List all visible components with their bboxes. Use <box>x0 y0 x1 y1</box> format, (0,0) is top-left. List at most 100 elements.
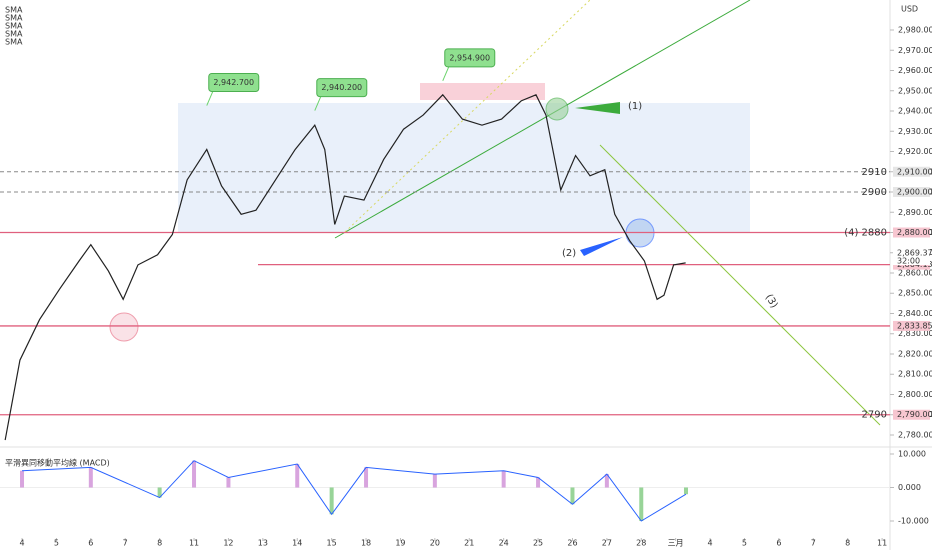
macd-title: 平滑異同移動平均線 (MACD) <box>5 458 110 468</box>
x-tick-label: 11 <box>189 539 199 548</box>
x-tick-label: 27 <box>602 539 612 548</box>
y-tick-label: 2,940.000 <box>898 107 932 116</box>
y-tick-label: 2,830.000 <box>898 329 932 338</box>
x-tick-label: 5 <box>742 539 747 548</box>
y-tick-label: 2,860.000 <box>898 268 932 277</box>
x-tick-label: 三月 <box>668 539 684 548</box>
y-tick-label: 2,810.000 <box>898 370 932 379</box>
level-tag: 2790 <box>862 410 887 421</box>
macd-bar <box>501 470 506 488</box>
macd-bar <box>639 487 644 522</box>
x-tick-label: 8 <box>157 539 162 548</box>
indicator-label: SMA <box>5 14 23 23</box>
callout-stem <box>314 96 322 111</box>
macd-bar <box>20 470 25 488</box>
callout-box <box>316 78 368 98</box>
currency: USD <box>901 5 918 14</box>
price-tag: 2,900.000 <box>897 188 932 197</box>
y-tick-label: 2,850.000 <box>898 289 932 298</box>
x-tick-label: 19 <box>395 539 405 548</box>
level-tag: 2900 <box>862 187 887 198</box>
trend-line-dotted <box>344 0 591 233</box>
x-tick-label: 28 <box>636 539 646 548</box>
top-box <box>420 83 545 100</box>
y-tick-label: 2,950.000 <box>898 86 932 95</box>
x-tick-label: 26 <box>567 539 577 548</box>
y-tick-label: 2,920.000 <box>898 147 932 156</box>
x-tick-label: 4 <box>19 539 24 548</box>
macd-bar <box>432 474 437 488</box>
annotation: (1) <box>628 101 642 112</box>
callout-label: 2,954.900 <box>449 53 490 62</box>
price-tag-bg <box>893 166 930 177</box>
level-tag: 2910 <box>862 167 887 178</box>
macd-bar <box>570 487 575 505</box>
last-price-bg <box>893 248 930 266</box>
x-tick-label: 20 <box>430 539 440 548</box>
macd-line <box>21 460 687 522</box>
x-tick-label: 6 <box>776 539 781 548</box>
callout-box <box>444 48 496 68</box>
callout-label: 2,940.200 <box>321 83 362 92</box>
y-tick-label: 2,890.000 <box>898 208 932 217</box>
marker-circle <box>109 312 139 342</box>
arrow <box>580 237 623 256</box>
macd-bar <box>295 464 300 488</box>
level-tag: (4) 2880 <box>844 228 887 239</box>
annotation: (2) <box>562 248 576 259</box>
macd-bar <box>192 460 197 488</box>
range-box <box>178 103 750 233</box>
x-tick-label: 14 <box>292 539 302 548</box>
last-price: 2,869.370 <box>897 249 932 258</box>
y-tick-label: 2,840.000 <box>898 309 932 318</box>
macd-bar <box>683 487 688 495</box>
macd-bar <box>604 474 609 488</box>
x-tick-label: 11 <box>877 539 887 548</box>
price-tag: 2,833.859 <box>897 321 932 330</box>
x-tick-label: 6 <box>88 539 93 548</box>
macd-bar <box>364 467 369 488</box>
price-tag-bg <box>893 187 930 198</box>
x-tick-label: 15 <box>327 539 337 548</box>
callout-label: 2,942.700 <box>213 78 254 87</box>
x-tick-label: 13 <box>258 539 268 548</box>
macd-bar <box>88 467 93 488</box>
countdown: 32:00 <box>897 257 920 266</box>
macd-bar <box>226 477 231 488</box>
x-tick-label: 8 <box>845 539 850 548</box>
x-tick-label: 25 <box>533 539 543 548</box>
price-tag: 2,790.000 <box>897 410 932 419</box>
x-tick-label: 5 <box>54 539 59 548</box>
callout-box <box>208 73 260 93</box>
x-tick-label: 18 <box>361 539 371 548</box>
y-tick-label: 2,820.000 <box>898 349 932 358</box>
y-tick-label: 2,780.000 <box>898 430 932 439</box>
price-tag: 2,880.000 <box>897 228 932 237</box>
indicator-label: SMA <box>5 6 23 15</box>
indicator-label: SMA <box>5 38 23 47</box>
callout-stem <box>442 66 450 82</box>
price-tag: 2,910.000 <box>897 167 932 176</box>
y-tick-label: 2,960.000 <box>898 66 932 75</box>
price-tag-bg <box>893 409 930 420</box>
x-tick-label: 4 <box>708 539 713 548</box>
macd-bar <box>329 487 334 515</box>
x-tick-label: 7 <box>123 539 128 548</box>
x-tick-label: 12 <box>223 539 233 548</box>
y-tick-label: 2,980.000 <box>898 26 932 35</box>
macd-tick-label: 0.000 <box>898 483 921 492</box>
macd-bar <box>536 477 541 488</box>
trend-line <box>334 0 751 239</box>
macd-bar <box>157 487 162 498</box>
x-tick-label: 24 <box>499 539 509 548</box>
y-tick-label: 2,800.000 <box>898 390 932 399</box>
price-line <box>4 93 686 441</box>
arrow <box>575 102 620 114</box>
y-tick-label: 2,970.000 <box>898 46 932 55</box>
x-tick-label: 7 <box>811 539 816 548</box>
x-tick-label: 21 <box>464 539 474 548</box>
macd-tick-label: 10.000 <box>898 449 926 458</box>
marker-circle <box>545 97 569 121</box>
indicator-label: SMA <box>5 30 23 39</box>
